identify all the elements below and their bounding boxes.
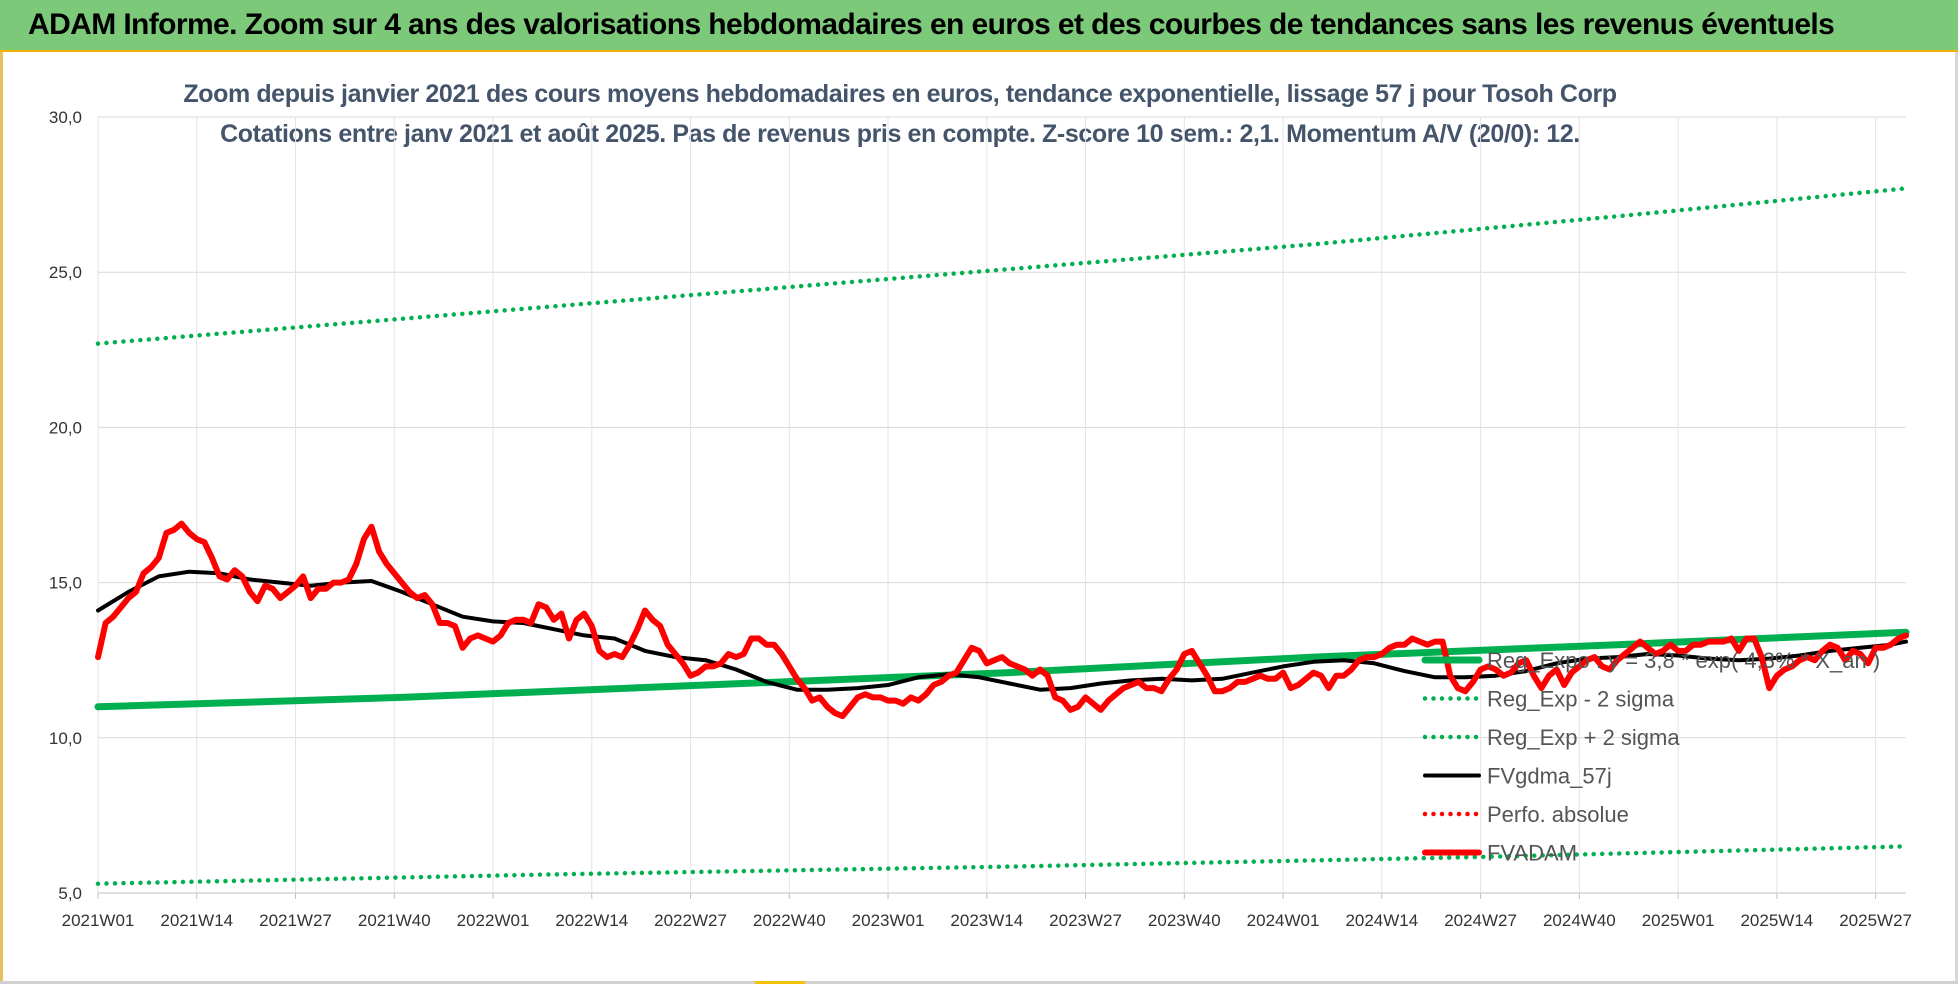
legend-label-fvgdma-57j: FVgdma_57j	[1487, 764, 1612, 789]
series-line-reg-exp-2-sigma	[95, 186, 1909, 346]
legend-label-reg-exp-2-sigma: Reg_Exp - 2 sigma	[1487, 687, 1675, 712]
frame-left-border	[0, 52, 3, 982]
x-tick-label: 2022W27	[654, 911, 727, 930]
x-tick-label: 2024W14	[1345, 911, 1418, 930]
legend-label-fvadam: FVADAM	[1487, 841, 1577, 866]
x-tick-label: 2025W27	[1839, 911, 1912, 930]
chart-grid	[97, 116, 1906, 894]
x-tick-label: 2025W01	[1642, 911, 1715, 930]
y-axis: 5,0 10,0 15,0 20,0 25,0 30,0	[49, 108, 82, 903]
legend-label-perfo-absolue: Perfo. absolue	[1487, 802, 1629, 827]
frame-bottom-border	[0, 981, 1958, 984]
chart-series	[94, 186, 1910, 886]
series-line-reg-expo-y-3-8-exp-4-3-x-an	[94, 628, 1910, 711]
y-tick-label: 25,0	[49, 263, 82, 282]
x-axis: 2021W01 2021W14 2021W27 2021W40 2022W01 2022W…	[62, 893, 1912, 930]
series-line-reg-exp-2-sigma	[95, 844, 1909, 886]
banner-title: ADAM Informe. Zoom sur 4 ans des valoris…	[28, 8, 1835, 41]
series-line-fvadam	[95, 520, 1909, 720]
x-tick-label: 2022W14	[555, 911, 628, 930]
x-tick-label: 2021W14	[160, 911, 233, 930]
y-tick-label: 20,0	[49, 418, 82, 437]
frame-bottom-accent	[755, 981, 805, 984]
chart-title: Zoom depuis janvier 2021 des cours moyen…	[183, 80, 1617, 108]
x-tick-label: 2023W27	[1049, 911, 1122, 930]
x-tick-label: 2023W14	[950, 911, 1023, 930]
legend-label-reg-expo-y-3-8-exp-4-3-x-an: Reg_Expo : y = 3,8 * exp( 4,3% * X_an )	[1487, 648, 1880, 673]
y-tick-label: 5,0	[58, 884, 82, 903]
x-tick-label: 2023W40	[1148, 911, 1221, 930]
x-tick-label: 2021W40	[358, 911, 431, 930]
x-tick-label: 2023W01	[852, 911, 925, 930]
x-tick-label: 2024W27	[1444, 911, 1517, 930]
x-tick-label: 2022W40	[753, 911, 826, 930]
y-tick-label: 30,0	[49, 108, 82, 127]
x-tick-label: 2025W14	[1740, 911, 1813, 930]
legend-label-reg-exp-2-sigma: Reg_Exp + 2 sigma	[1487, 725, 1680, 750]
chart-subtitle: Cotations entre janv 2021 et août 2025. …	[220, 120, 1580, 148]
y-tick-label: 15,0	[49, 574, 82, 593]
x-tick-label: 2024W40	[1543, 911, 1616, 930]
frame-right-border	[1955, 52, 1958, 982]
chart-legend: Reg_Expo : y = 3,8 * exp( 4,3% * X_an ) R…	[1421, 648, 1880, 866]
x-tick-label: 2021W01	[62, 911, 135, 930]
header-banner: ADAM Informe. Zoom sur 4 ans des valoris…	[0, 0, 1958, 52]
x-tick-label: 2021W27	[259, 911, 332, 930]
y-tick-label: 10,0	[49, 729, 82, 748]
x-tick-label: 2022W01	[457, 911, 530, 930]
x-tick-label: 2024W01	[1247, 911, 1320, 930]
